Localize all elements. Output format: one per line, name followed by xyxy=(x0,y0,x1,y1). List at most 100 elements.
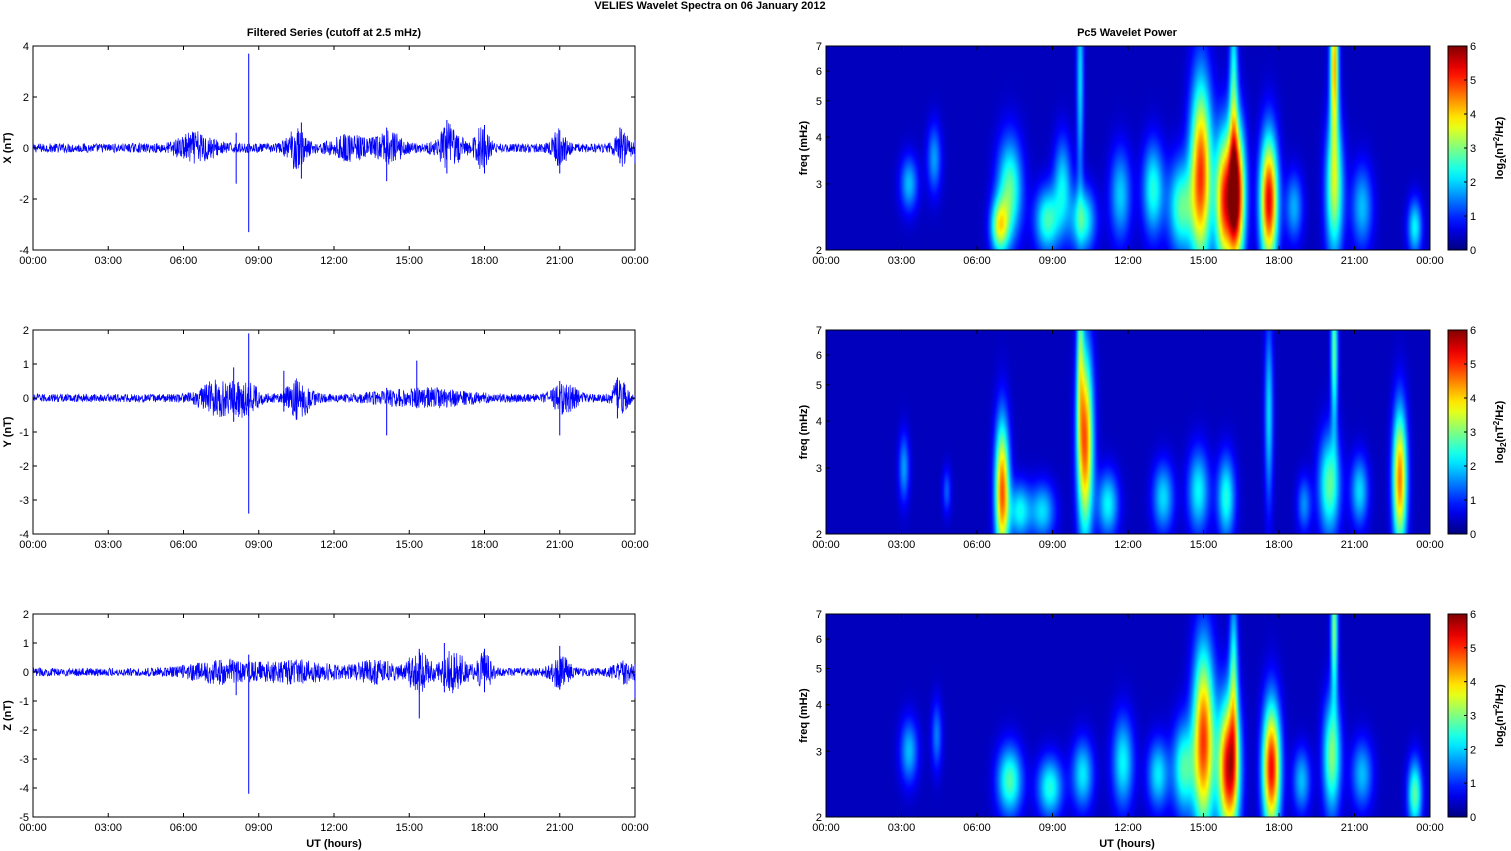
series-y-xtick-label: 06:00 xyxy=(170,539,198,551)
series-z-xtick-label: 09:00 xyxy=(245,822,273,834)
series-z-ytick-label: -1 xyxy=(19,696,29,708)
wavelet-y-ytick-label: 5 xyxy=(816,380,822,392)
series-x-xtick-label: 09:00 xyxy=(245,255,273,267)
wavelet-y-xtick-label: 00:00 xyxy=(1416,539,1444,551)
wavelet-y-xtick-label: 09:00 xyxy=(1039,539,1067,551)
wavelet-x-ytick-label: 5 xyxy=(816,96,822,108)
wavelet-z-colorbar-label-part: /Hz) xyxy=(1494,684,1506,705)
wavelet-x-xtick-label: 21:00 xyxy=(1341,255,1369,267)
wavelet-z-ylabel: freq (mHz) xyxy=(798,688,810,743)
series-x-xtick-label: 12:00 xyxy=(320,255,348,267)
wavelet-y-xtick-label: 00:00 xyxy=(812,539,840,551)
wavelet-z-xtick-label: 18:00 xyxy=(1265,822,1293,834)
series-z-trace xyxy=(32,651,636,694)
wavelet-x-panel: 2 3 4 5 6 7 00:00 03:00 06:00 09:00 12:00 15:00 18:0… xyxy=(798,41,1508,267)
wavelet-z-ytick-label: 7 xyxy=(816,609,822,621)
figure-title: VELIES Wavelet Spectra on 06 January 201… xyxy=(594,0,825,12)
wavelet-y-ytick-label: 4 xyxy=(816,416,822,428)
wavelet-z-colorbar-label-part: log xyxy=(1494,730,1506,747)
wavelet-y-colorbar-label-part: 2 xyxy=(1499,442,1508,447)
series-z-ytick-label: 0 xyxy=(23,667,29,679)
wavelet-y-ylabel: freq (mHz) xyxy=(798,404,810,459)
wavelet-x-colorbar-tick-label: 4 xyxy=(1470,109,1476,121)
wavelet-z-xtick-label: 00:00 xyxy=(812,822,840,834)
wavelet-x-heatmap xyxy=(826,46,1430,250)
series-z-xtick-label: 15:00 xyxy=(395,822,423,834)
wavelet-x-xtick-label: 09:00 xyxy=(1039,255,1067,267)
series-z-ytick-label: 2 xyxy=(23,609,29,621)
wavelet-z-panel: 2 3 4 5 6 7 00:00 03:00 06:00 09:00 12:00 15:00 18:0… xyxy=(798,609,1508,834)
series-z-ytick-label: 1 xyxy=(23,638,29,650)
wavelet-y-xtick-label: 03:00 xyxy=(888,539,916,551)
wavelet-z-xtick-label: 03:00 xyxy=(888,822,916,834)
wavelet-x-colorbar-tick-label: 2 xyxy=(1470,177,1476,189)
wavelet-x-colorbar-tick-label: 6 xyxy=(1470,41,1476,53)
series-y-ytick-label: 2 xyxy=(23,325,29,337)
wavelet-z-colorbar-label-part: (nT xyxy=(1494,709,1506,726)
wavelet-x-colorbar-label-part: 2 xyxy=(1492,136,1501,141)
series-y-xtick-label: 21:00 xyxy=(546,539,574,551)
wavelet-y-colorbar-tick-label: 4 xyxy=(1470,393,1476,405)
wavelet-y-colorbar-tick-label: 3 xyxy=(1470,427,1476,439)
wavelet-z-xtick-label: 15:00 xyxy=(1190,822,1218,834)
wavelet-y-colorbar-tick-label: 6 xyxy=(1470,325,1476,337)
wavelet-z-ytick-label: 6 xyxy=(816,634,822,646)
wavelet-x-xtick-label: 12:00 xyxy=(1114,255,1142,267)
series-x-ytick-label: -4 xyxy=(19,245,29,257)
x-axis-label-right: UT (hours) xyxy=(1099,838,1155,850)
wavelet-y-xtick-label: 12:00 xyxy=(1114,539,1142,551)
series-z-xtick-label: 03:00 xyxy=(94,822,122,834)
wavelet-y-colorbar-tick-label: 0 xyxy=(1470,529,1476,541)
wavelet-x-xtick-label: 03:00 xyxy=(888,255,916,267)
wavelet-y-colorbar-label-part: (nT xyxy=(1494,425,1506,442)
series-x-ytick-label: -2 xyxy=(19,194,29,206)
filtered-series-panels: -4 -2 0 2 4 00:00 03:00 06:00 09:00 12:00 15:00 18:… xyxy=(2,41,649,834)
series-z-xtick-label: 00:00 xyxy=(19,822,47,834)
wavelet-y-colorbar-label-part: /Hz) xyxy=(1494,400,1506,421)
wavelet-y-xtick-label: 06:00 xyxy=(963,539,991,551)
wavelet-y-ytick-label: 6 xyxy=(816,350,822,362)
wavelet-power-panels: 2 3 4 5 6 7 00:00 03:00 06:00 09:00 12:00 15:00 18:0… xyxy=(798,41,1508,834)
wavelet-y-panel: 2 3 4 5 6 7 00:00 03:00 06:00 09:00 12:00 15:00 18:0… xyxy=(798,325,1508,551)
wavelet-z-xtick-label: 00:00 xyxy=(1416,822,1444,834)
wavelet-z-ytick-label: 2 xyxy=(816,812,822,824)
series-y-trace xyxy=(32,378,636,420)
wavelet-z-xtick-label: 12:00 xyxy=(1114,822,1142,834)
left-column-title: Filtered Series (cutoff at 2.5 mHz) xyxy=(247,27,422,39)
wavelet-x-colorbar-tick-label: 5 xyxy=(1470,75,1476,87)
series-x-xtick-label: 18:00 xyxy=(471,255,499,267)
wavelet-z-colorbar-tick-label: 6 xyxy=(1470,609,1476,621)
wavelet-z-colorbar-tick-label: 2 xyxy=(1470,744,1476,756)
wavelet-y-xtick-label: 21:00 xyxy=(1341,539,1369,551)
series-z-ytick-label: -3 xyxy=(19,754,29,766)
series-x-xtick-label: 00:00 xyxy=(19,255,47,267)
wavelet-y-colorbar-label-part: log xyxy=(1494,447,1506,464)
wavelet-z-ytick-label: 4 xyxy=(816,700,822,712)
series-z-xtick-label: 21:00 xyxy=(546,822,574,834)
series-y-xtick-label: 03:00 xyxy=(94,539,122,551)
wavelet-x-xtick-label: 00:00 xyxy=(812,255,840,267)
wavelet-z-xtick-label: 09:00 xyxy=(1039,822,1067,834)
series-y-ytick-label: -1 xyxy=(19,427,29,439)
wavelet-y-heatmap xyxy=(826,330,1430,534)
wavelet-y-colorbar-label-part: 2 xyxy=(1492,420,1501,425)
series-y-panel: -4 -3 -2 -1 0 1 2 00:00 03:00 06:00 09:00 12:00 15:0… xyxy=(2,325,649,551)
wavelet-x-colorbar-tick-label: 1 xyxy=(1470,211,1476,223)
wavelet-y-ytick-label: 3 xyxy=(816,463,822,475)
wavelet-y-colorbar-tick-label: 1 xyxy=(1470,495,1476,507)
series-x-xtick-label: 15:00 xyxy=(395,255,423,267)
wavelet-x-colorbar-label-part: 2 xyxy=(1499,158,1508,163)
series-y-ytick-label: 0 xyxy=(23,393,29,405)
series-x-xtick-label: 21:00 xyxy=(546,255,574,267)
wavelet-z-colorbar-label-part: 2 xyxy=(1499,725,1508,730)
wavelet-z-ytick-label: 5 xyxy=(816,664,822,676)
wavelet-z-colorbar-tick-label: 3 xyxy=(1470,711,1476,723)
series-z-axes-box xyxy=(32,613,636,818)
series-y-xtick-label: 12:00 xyxy=(320,539,348,551)
wavelet-x-xtick-label: 15:00 xyxy=(1190,255,1218,267)
wavelet-z-colorbar-label-part: 2 xyxy=(1492,704,1501,709)
wavelet-x-colorbar-tick-label: 0 xyxy=(1470,245,1476,257)
